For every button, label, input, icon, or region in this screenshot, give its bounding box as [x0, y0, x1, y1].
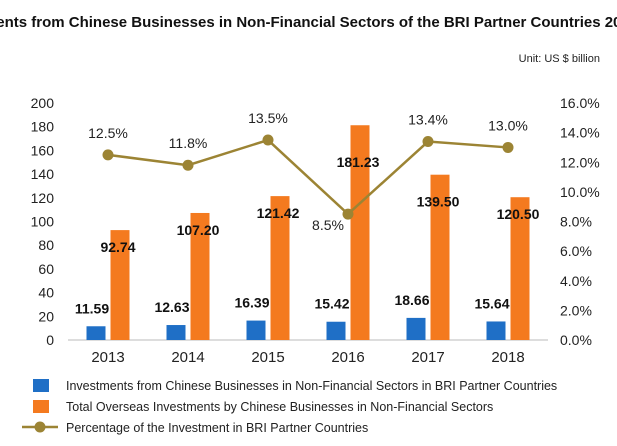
- total-value-label: 121.42: [257, 205, 300, 221]
- percentage-label: 12.5%: [88, 125, 128, 141]
- total-value-label: 120.50: [497, 206, 540, 222]
- x-tick-label: 2013: [91, 349, 124, 366]
- legend-swatch-bri: [33, 379, 49, 392]
- legend-swatch-total: [33, 400, 49, 413]
- y-left-tick-label: 200: [31, 95, 55, 111]
- legend-label-bri: Investments from Chinese Businesses in N…: [66, 379, 557, 393]
- bri-value-label: 16.39: [234, 295, 269, 311]
- y-left-tick-label: 80: [38, 237, 54, 253]
- total-investment-bar: [270, 196, 290, 340]
- y-right-tick-label: 4.0%: [560, 273, 592, 289]
- percentage-label: 13.4%: [408, 112, 448, 128]
- total-investment-bar: [190, 212, 210, 340]
- total-value-label: 181.23: [337, 154, 380, 170]
- plot-area: 0 20 40 60 80 100 120 140 160 180 200 0.0% 2.0% 4.0% 6…: [31, 95, 600, 366]
- percentage-line: [107, 138, 509, 216]
- y-right-tick-label: 0.0%: [560, 332, 592, 348]
- percentage-label: 11.8%: [169, 135, 208, 151]
- legend: Investments from Chinese Businesses in N…: [22, 379, 557, 435]
- bri-investment-bar: [86, 326, 106, 340]
- y-left-tick-label: 40: [38, 285, 54, 301]
- bri-value-label: 12.63: [154, 299, 189, 315]
- y-right-tick-label: 14.0%: [560, 125, 600, 141]
- y-right-tick-label: 2.0%: [560, 302, 592, 318]
- y-right-tick-label: 12.0%: [560, 154, 600, 170]
- y-left-tick-label: 20: [38, 308, 54, 324]
- total-value-label: 139.50: [417, 194, 460, 210]
- percentage-marker: [182, 159, 194, 171]
- percentage-label: 13.0%: [488, 117, 528, 133]
- percentage-marker: [102, 149, 114, 161]
- total-value-label: 107.20: [177, 222, 220, 238]
- total-value-label: 92.74: [100, 239, 135, 255]
- legend-swatch-percentage-marker: [34, 421, 46, 433]
- bri-value-label: 15.42: [314, 296, 349, 312]
- bri-investment-bar: [246, 320, 266, 340]
- y-left-tick-label: 160: [31, 142, 55, 158]
- percentage-marker: [342, 208, 354, 220]
- y-left-tick-label: 120: [31, 190, 55, 206]
- y-right-tick-label: 8.0%: [560, 214, 592, 230]
- bri-investment-bar: [406, 317, 426, 340]
- y-left-tick-label: 180: [31, 119, 55, 135]
- percentage-marker: [502, 141, 514, 153]
- bri-value-label: 18.66: [394, 292, 429, 308]
- x-tick-label: 2018: [491, 349, 524, 366]
- x-tick-label: 2016: [331, 349, 364, 366]
- y-left-tick-label: 60: [38, 261, 54, 277]
- bri-value-label: 15.64: [474, 295, 509, 311]
- bri-investment-bar: [166, 325, 186, 340]
- x-tick-label: 2015: [251, 349, 284, 366]
- y-left-tick-label: 0: [46, 332, 54, 348]
- total-investment-bar: [430, 174, 450, 340]
- chart-title: Investments from Chinese Businesses in N…: [0, 14, 617, 31]
- legend-label-total: Total Overseas Investments by Chinese Bu…: [66, 400, 493, 414]
- bri-value-label: 11.59: [75, 300, 109, 316]
- total-investment-bar: [350, 125, 370, 340]
- percentage-marker: [422, 136, 434, 148]
- unit-label: Unit: US $ billion: [519, 53, 600, 65]
- y-right-tick-label: 6.0%: [560, 243, 592, 259]
- x-tick-label: 2017: [411, 349, 444, 366]
- total-investment-bar: [110, 230, 130, 340]
- y-right-tick-label: 16.0%: [560, 95, 600, 111]
- percentage-label: 13.5%: [248, 110, 288, 126]
- y-left-tick-label: 140: [31, 166, 55, 182]
- bri-investment-bar: [486, 321, 506, 340]
- bri-investment-bar: [326, 321, 346, 340]
- legend-label-percentage: Percentage of the Investment in BRI Part…: [66, 421, 368, 435]
- percentage-label: 8.5%: [312, 217, 344, 233]
- y-right-tick-label: 10.0%: [560, 184, 600, 200]
- y-left-tick-label: 100: [31, 214, 55, 230]
- x-tick-label: 2014: [171, 349, 204, 366]
- total-investment-bar: [510, 197, 530, 340]
- percentage-marker: [262, 134, 274, 146]
